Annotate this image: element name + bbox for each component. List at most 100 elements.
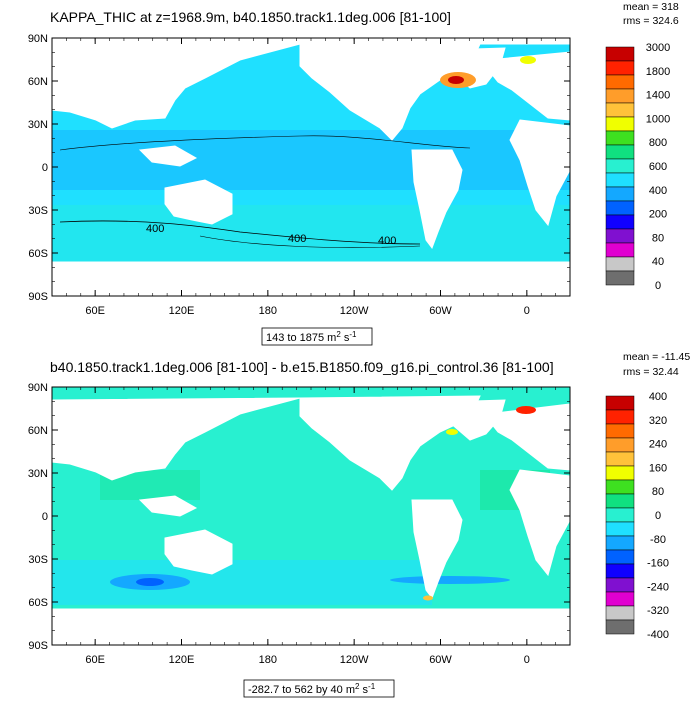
colorbar-swatch: [605, 228, 635, 244]
mean-stat: mean = -11.45: [623, 351, 690, 363]
colorbar-swatch: [605, 605, 635, 621]
colorbar-swatch: [605, 144, 635, 160]
hotspot-nordic-seas: [516, 406, 536, 414]
contour-line: [199, 235, 421, 248]
land-eurasia: [51, 397, 301, 481]
patch-positive: [52, 560, 432, 605]
colorbar-label: -400: [647, 629, 669, 641]
x-tick-label: 120W: [340, 305, 369, 317]
colorbar-label: 800: [649, 137, 667, 149]
colorbar-swatch: [605, 409, 635, 425]
colorbar-swatch: [605, 465, 635, 481]
land-australia: [164, 179, 233, 225]
colorbar-swatch: [605, 270, 635, 286]
panel-top: KAPPA_THIC at z=1968.9m, b40.1850.track1…: [28, 1, 679, 346]
range-label: -282.7 to 562 by 40 m2 s-1: [248, 682, 376, 696]
colorbar-label: -80: [650, 534, 666, 546]
land-eurasia: [51, 43, 301, 129]
panel-bottom: b40.1850.track1.1deg.006 [81-100] - b.e1…: [28, 351, 690, 698]
colorbar-swatch: [605, 102, 635, 118]
land-australia: [164, 529, 233, 575]
colorbar-label: 1400: [646, 90, 670, 102]
hotspot-labrador: [446, 429, 458, 435]
range-label: 143 to 1875 m2 s-1: [266, 330, 357, 344]
colorbar-label: 400: [649, 185, 667, 197]
land-greenland: [439, 47, 506, 89]
colorbar-label: 1800: [646, 66, 670, 78]
colorbar-swatch: [605, 242, 635, 258]
y-tick-label: 60N: [28, 76, 48, 88]
patch-strong-negative: [136, 578, 164, 586]
x-tick-label: 180: [259, 654, 277, 666]
colorbar-label: 1000: [646, 113, 670, 125]
colorbar-label: 0: [655, 280, 661, 292]
x-tick-label: 120E: [169, 654, 195, 666]
x-tick-label: 60E: [85, 305, 105, 317]
x-tick-label: 0: [524, 305, 530, 317]
mean-stat: mean = 318: [623, 1, 679, 13]
hotspot-north-atlantic: [448, 76, 464, 84]
y-tick-label: 90N: [28, 382, 48, 394]
colorbar-label: 160: [649, 462, 667, 474]
colorbar-swatch: [605, 535, 635, 551]
contour-label: 400: [288, 233, 306, 245]
land-south-america: [411, 499, 463, 600]
y-tick-label: 90N: [28, 33, 48, 45]
patch-negative: [390, 576, 510, 584]
colorbar-swatch: [605, 619, 635, 635]
colorbar-swatch: [605, 423, 635, 439]
colorbar-swatch: [605, 549, 635, 565]
colorbar-swatch: [605, 395, 635, 411]
contour-line: [59, 220, 421, 245]
colorbar-label: -240: [647, 581, 669, 593]
rms-stat: rms = 32.44: [623, 366, 679, 378]
x-tick-label: 60E: [85, 654, 105, 666]
panel-title: KAPPA_THIC at z=1968.9m, b40.1850.track1…: [50, 9, 451, 25]
colorbar-swatch: [605, 88, 635, 104]
colorbar-swatch: [605, 577, 635, 593]
colorbar-label: 400: [649, 391, 667, 403]
colorbar-swatch: [605, 507, 635, 523]
colorbar-label: -160: [647, 558, 669, 570]
colorbar-label: 320: [649, 415, 667, 427]
y-tick-label: 90S: [28, 291, 48, 303]
map-area: [51, 387, 571, 646]
colorbar-label: 3000: [646, 42, 670, 54]
colorbar-swatch: [605, 60, 635, 76]
contour-label: 400: [146, 223, 164, 235]
colorbar-swatch: [605, 200, 635, 216]
y-tick-label: 60N: [28, 425, 48, 437]
colorbar-swatch: [605, 451, 635, 467]
rms-stat: rms = 324.6: [623, 15, 679, 27]
x-tick-label: 120W: [340, 654, 369, 666]
land-antarctica: [51, 608, 571, 646]
colorbar-swatch: [605, 479, 635, 495]
land-antarctica: [51, 261, 571, 297]
y-tick-label: 30S: [28, 205, 48, 217]
colorbar-swatch: [605, 186, 635, 202]
y-tick-label: 0: [42, 162, 48, 174]
colorbar-swatch: [605, 256, 635, 272]
hotspot-sa-south: [423, 595, 433, 601]
colorbar-swatch: [605, 437, 635, 453]
land-south-america: [411, 149, 463, 250]
range-box: [243, 679, 395, 698]
y-tick-label: 30N: [28, 119, 48, 131]
axis-ticks: 90N 60N 30N 0 30S 60S 90S 60E 120E 180 120W 60W 0: [28, 33, 571, 317]
colorbar-swatch: [605, 493, 635, 509]
panel-title: b40.1850.track1.1deg.006 [81-100] - b.e1…: [50, 359, 554, 375]
colorbar-swatch: [605, 46, 635, 62]
y-tick-label: 30S: [28, 554, 48, 566]
colorbar-swatch: [605, 214, 635, 230]
contour-line: [59, 135, 471, 151]
colorbar-swatch: [605, 74, 635, 90]
colorbar-label: 600: [649, 161, 667, 173]
colorbar-label: 240: [649, 439, 667, 451]
axis-ticks: 90N 60N 30N 0 30S 60S 90S 60E 120E 180 120W 60W 0: [28, 382, 571, 666]
y-tick-label: 30N: [28, 468, 48, 480]
colorbar-swatch: [605, 591, 635, 607]
colorbar-swatch: [605, 563, 635, 579]
range-box: [261, 327, 373, 346]
